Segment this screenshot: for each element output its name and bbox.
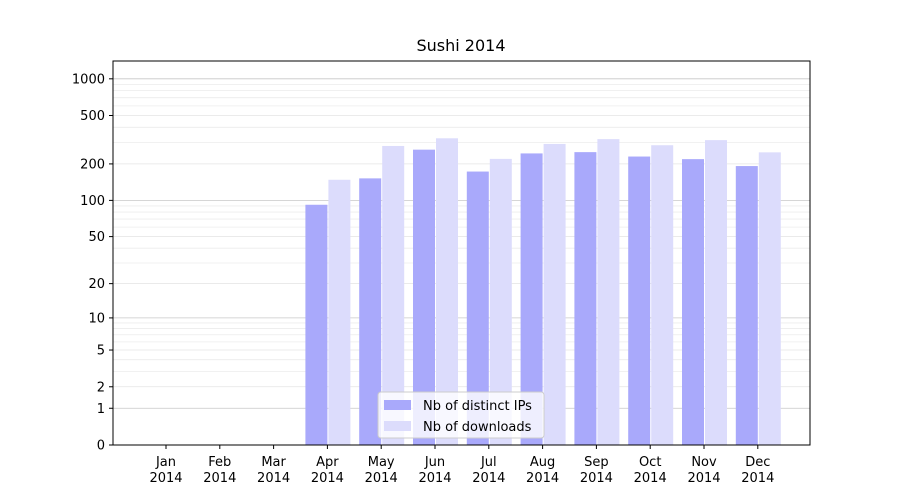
x-tick-label-month: Aug (530, 455, 555, 470)
bar-downloads (543, 143, 566, 446)
x-tick-label-year: 2014 (526, 471, 559, 486)
x-tick-label-year: 2014 (257, 471, 290, 486)
x-tick-label-month: Sep (584, 455, 609, 470)
y-tick-label: 10 (88, 311, 105, 326)
bar-distinct-ips (628, 156, 651, 445)
x-tick-label-month: Nov (691, 455, 717, 470)
y-tick-label: 1000 (72, 72, 105, 87)
y-tick-label: 1 (97, 402, 105, 417)
bar-distinct-ips (574, 152, 597, 445)
x-tick-label-year: 2014 (741, 471, 774, 486)
y-tick-label: 0 (97, 439, 105, 454)
x-tick-label-month: Jun (424, 455, 445, 470)
bar-distinct-ips (359, 178, 382, 446)
x-tick-label-year: 2014 (580, 471, 613, 486)
bar-distinct-ips (520, 153, 543, 446)
x-tick-label-year: 2014 (149, 471, 182, 486)
y-tick-label: 100 (80, 194, 105, 209)
x-tick-label-month: Jul (480, 455, 497, 470)
y-tick-label: 5 (97, 344, 105, 359)
x-tick-label-year: 2014 (634, 471, 667, 486)
plot-frame (112, 60, 811, 446)
x-tick-label-year: 2014 (687, 471, 720, 486)
bar-downloads (436, 138, 458, 446)
bar-distinct-ips (682, 159, 704, 445)
x-tick-label-year: 2014 (365, 471, 398, 486)
x-tick-label-month: Feb (208, 455, 231, 470)
bar-downloads (651, 145, 674, 445)
legend: Nb of distinct IPs Nb of downloads (377, 391, 545, 439)
x-tick-label-month: Apr (316, 455, 339, 470)
legend-swatch (384, 400, 411, 410)
bar-distinct-ips (305, 204, 328, 445)
legend-label: Nb of downloads (423, 420, 532, 435)
bar-downloads (705, 140, 727, 445)
chart-title: Sushi 2014 (416, 36, 505, 55)
bar-downloads (597, 139, 620, 446)
bar-downloads (382, 145, 405, 445)
legend-label: Nb of distinct IPs (423, 399, 532, 414)
legend-swatch (384, 421, 411, 431)
x-tick-label-year: 2014 (418, 471, 451, 486)
y-axis: 0 1 2 5 10 20 50 100 200 500 1000 (72, 72, 113, 454)
x-tick-label-month: Oct (639, 455, 661, 470)
bar-downloads (328, 179, 351, 445)
y-tick-label: 200 (80, 157, 105, 172)
bar-downloads (489, 158, 512, 445)
bar-distinct-ips (413, 149, 435, 445)
bar-distinct-ips (466, 171, 489, 445)
y-tick-label: 2 (97, 380, 105, 395)
y-tick-label: 500 (80, 109, 105, 124)
x-tick-label-month: May (368, 455, 395, 470)
x-tick-label-year: 2014 (311, 471, 344, 486)
x-tick-label-month: Mar (261, 455, 286, 470)
x-axis: Jan2014Feb2014Mar2014Apr2014May2014Jun20… (149, 445, 774, 486)
bar-distinct-ips (735, 166, 758, 445)
x-tick-label-month: Jan (155, 455, 176, 470)
bar-downloads (758, 152, 781, 445)
x-tick-label-year: 2014 (472, 471, 505, 486)
y-tick-label: 20 (88, 277, 105, 292)
bars (305, 138, 781, 446)
x-tick-label-month: Dec (745, 455, 770, 470)
x-tick-label-year: 2014 (203, 471, 236, 486)
legend-box (377, 391, 545, 439)
y-tick-label: 50 (88, 230, 105, 245)
